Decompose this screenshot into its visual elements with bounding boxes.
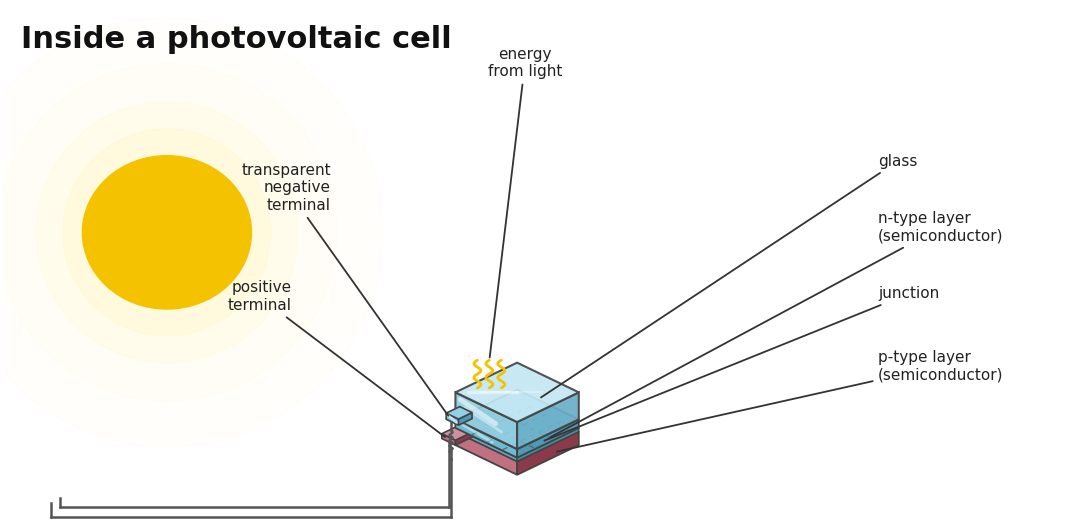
Text: p-type layer
(semiconductor): p-type layer (semiconductor) xyxy=(557,350,1003,452)
Polygon shape xyxy=(446,413,458,425)
Polygon shape xyxy=(458,412,472,425)
Text: glass: glass xyxy=(541,154,917,397)
Polygon shape xyxy=(455,428,517,461)
Polygon shape xyxy=(446,406,472,419)
Polygon shape xyxy=(455,398,578,458)
Polygon shape xyxy=(442,423,477,440)
Text: Inside a photovoltaic cell: Inside a photovoltaic cell xyxy=(20,24,452,54)
Ellipse shape xyxy=(0,64,337,401)
Text: positive
terminal: positive terminal xyxy=(227,280,445,437)
Polygon shape xyxy=(455,419,517,458)
Polygon shape xyxy=(517,419,578,458)
Text: transparent
negative
terminal: transparent negative terminal xyxy=(241,163,449,415)
Polygon shape xyxy=(442,434,455,445)
Ellipse shape xyxy=(35,102,298,363)
Polygon shape xyxy=(455,431,517,475)
Polygon shape xyxy=(455,430,477,445)
Ellipse shape xyxy=(83,156,251,309)
Polygon shape xyxy=(517,431,578,475)
Text: junction: junction xyxy=(544,286,940,440)
Polygon shape xyxy=(455,402,578,461)
Polygon shape xyxy=(517,428,578,461)
Polygon shape xyxy=(455,392,517,449)
Text: n-type layer
(semiconductor): n-type layer (semiconductor) xyxy=(550,211,1003,437)
Polygon shape xyxy=(517,392,578,449)
Ellipse shape xyxy=(63,129,271,336)
Polygon shape xyxy=(455,363,578,422)
Text: energy
from light: energy from light xyxy=(488,47,562,358)
Polygon shape xyxy=(455,389,578,449)
